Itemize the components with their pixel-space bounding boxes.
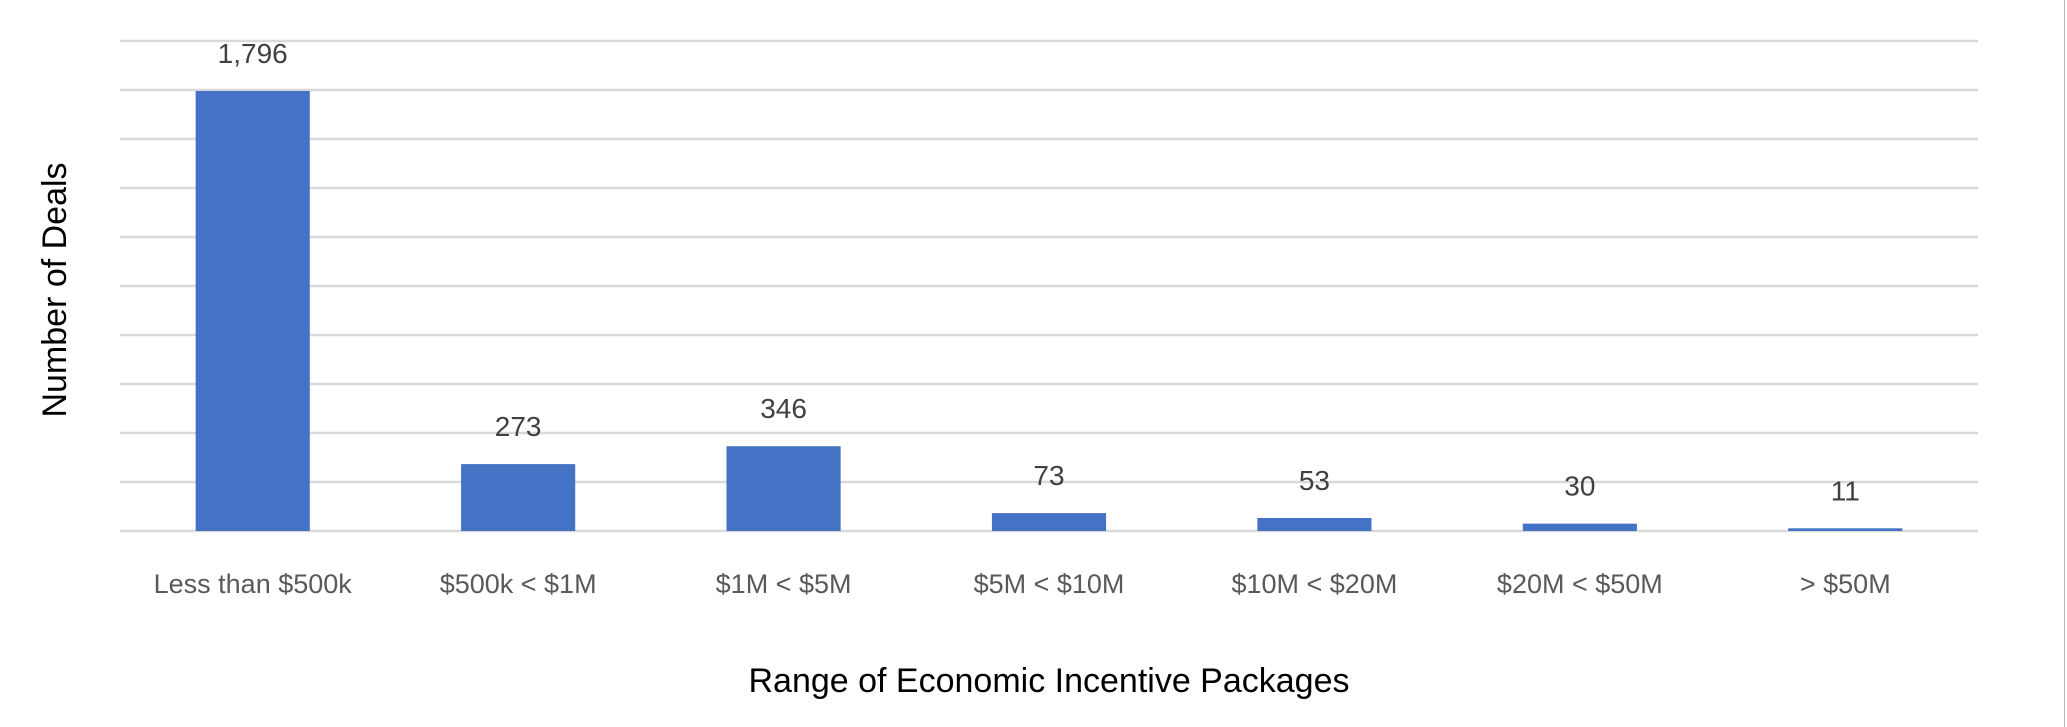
data-label: 346: [760, 393, 807, 424]
bar: [726, 446, 841, 531]
bar: [1522, 523, 1637, 531]
gridlines: [120, 39, 1978, 533]
x-tick-label: Less than $500k: [154, 569, 353, 599]
bars: [195, 90, 1903, 531]
bar: [1788, 528, 1903, 531]
x-tick-label: $20M < $50M: [1497, 569, 1663, 599]
bar: [461, 464, 576, 531]
data-label: 273: [495, 411, 542, 442]
x-tick-label: $500k < $1M: [440, 569, 597, 599]
x-axis-title: Range of Economic Incentive Packages: [748, 662, 1349, 700]
data-label: 73: [1033, 460, 1064, 491]
data-label: 1,796: [218, 38, 288, 69]
bar: [1257, 518, 1372, 531]
data-label: 11: [1831, 475, 1860, 506]
x-tick-label: $10M < $20M: [1231, 569, 1397, 599]
y-axis-title: Number of Deals: [36, 162, 74, 417]
x-tick-label: $1M < $5M: [716, 569, 852, 599]
data-label: 53: [1299, 465, 1330, 496]
data-labels: 1,796 273 346 73 53 30 11: [218, 38, 1860, 506]
x-tick-labels: Less than $500k $500k < $1M $1M < $5M $5M <…: [154, 569, 1891, 599]
x-tick-label: > $50M: [1800, 569, 1891, 599]
data-label: 30: [1564, 471, 1595, 502]
x-tick-label: $5M < $10M: [974, 569, 1125, 599]
chart-border: [2064, 0, 2065, 727]
bar: [195, 90, 310, 531]
bar: [991, 513, 1107, 531]
